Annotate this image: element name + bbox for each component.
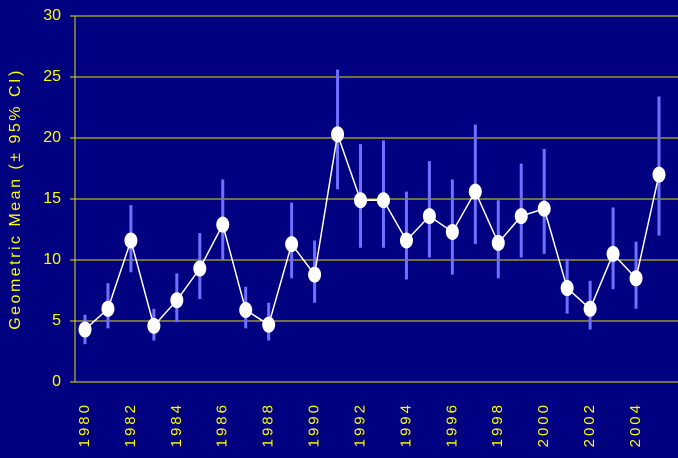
data-point bbox=[262, 316, 276, 333]
data-point bbox=[560, 280, 574, 297]
data-point bbox=[216, 216, 230, 233]
data-point bbox=[422, 208, 436, 225]
data-point bbox=[491, 234, 505, 251]
x-tick-label: 1982 bbox=[122, 402, 139, 447]
data-point bbox=[308, 266, 322, 283]
data-point bbox=[399, 232, 413, 249]
x-tick-label: 1988 bbox=[260, 402, 277, 447]
y-tick-label: 10 bbox=[43, 251, 61, 268]
y-axis-label: Geometric Mean (± 95% CI) bbox=[7, 68, 24, 330]
data-point bbox=[285, 236, 299, 253]
x-tick-label: 1994 bbox=[397, 402, 414, 447]
data-point bbox=[147, 317, 161, 334]
y-tick-label: 15 bbox=[43, 190, 61, 207]
data-point bbox=[468, 183, 482, 200]
y-tick-label: 5 bbox=[52, 312, 61, 329]
data-point bbox=[537, 200, 551, 217]
x-tick-label: 1992 bbox=[351, 402, 368, 447]
x-tick-label: 1998 bbox=[489, 402, 506, 447]
data-point bbox=[606, 245, 620, 262]
x-tick-label: 1980 bbox=[76, 402, 93, 447]
data-point bbox=[354, 192, 368, 209]
data-point bbox=[193, 260, 207, 277]
data-point bbox=[652, 166, 666, 183]
data-point bbox=[124, 232, 138, 249]
data-point bbox=[445, 223, 459, 240]
data-point bbox=[629, 270, 643, 287]
y-tick-label: 30 bbox=[43, 7, 61, 24]
x-tick-label: 1984 bbox=[168, 402, 185, 447]
data-point bbox=[78, 321, 92, 338]
data-point bbox=[170, 292, 184, 309]
y-tick-label: 0 bbox=[52, 373, 61, 390]
y-tick-label: 25 bbox=[43, 68, 61, 85]
x-tick-label: 2000 bbox=[535, 402, 552, 447]
data-point bbox=[514, 208, 528, 225]
data-point bbox=[101, 300, 115, 317]
x-tick-label: 2004 bbox=[627, 402, 644, 447]
data-point bbox=[376, 192, 390, 209]
y-tick-label: 20 bbox=[43, 129, 61, 146]
data-point bbox=[239, 302, 253, 319]
x-tick-label: 1986 bbox=[214, 402, 231, 447]
x-tick-label: 2002 bbox=[581, 402, 598, 447]
x-tick-label: 1996 bbox=[443, 402, 460, 447]
x-tick-label: 1990 bbox=[306, 402, 323, 447]
data-point bbox=[583, 300, 597, 317]
data-point bbox=[331, 126, 345, 143]
